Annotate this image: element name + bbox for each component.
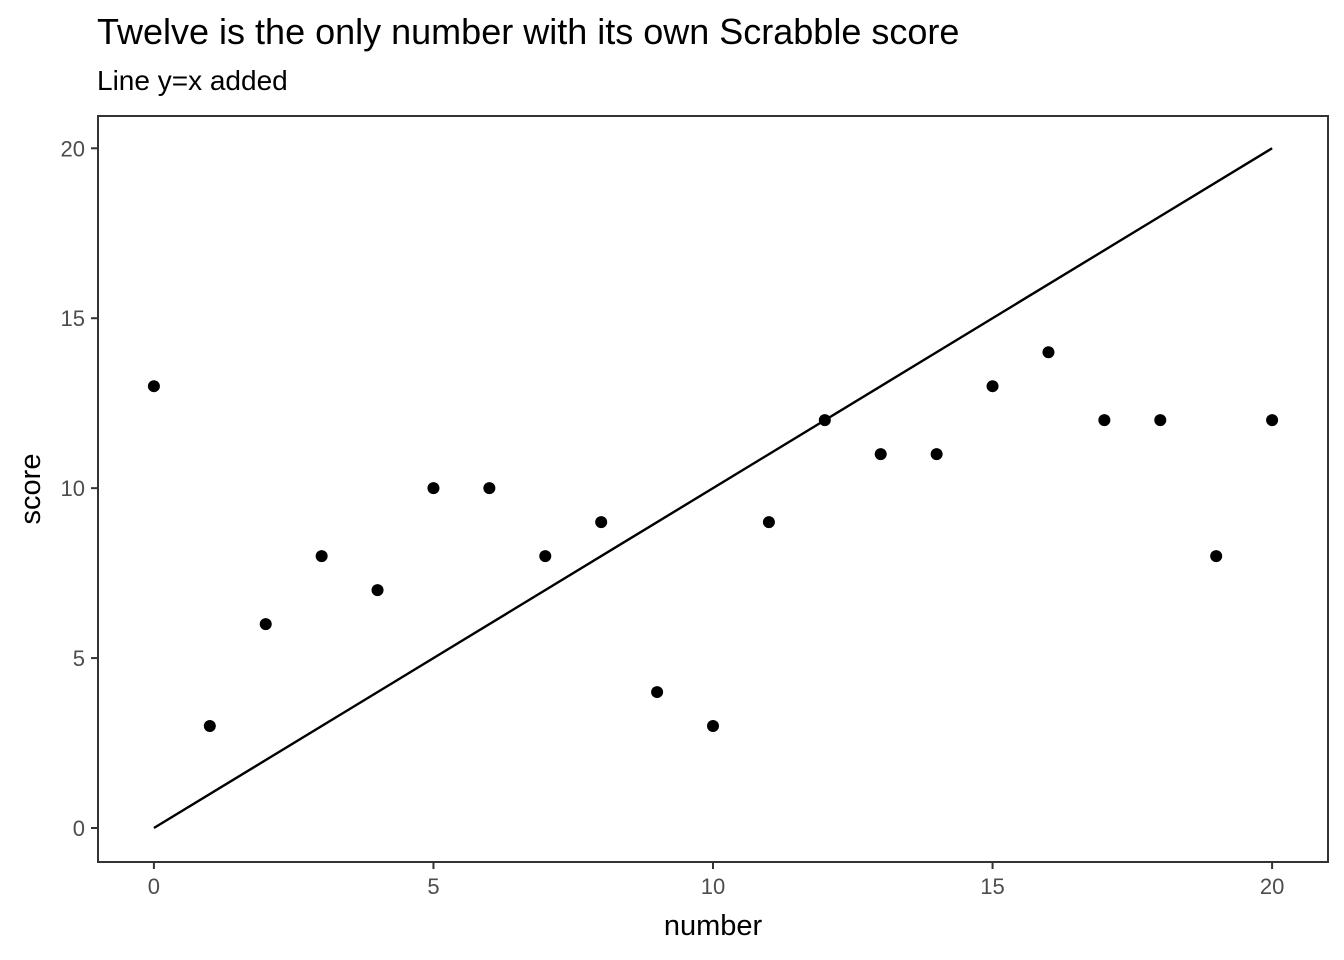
data-point <box>874 448 887 461</box>
data-point <box>930 448 943 461</box>
y-tick-label: 15 <box>61 306 85 331</box>
data-point <box>986 380 999 393</box>
data-point <box>371 584 384 597</box>
data-point <box>539 550 552 563</box>
data-point <box>315 550 328 563</box>
x-tick-label: 5 <box>427 874 439 899</box>
data-point <box>1154 414 1167 427</box>
y-tick-label: 20 <box>61 136 85 161</box>
data-point <box>818 414 831 427</box>
y-tick-label: 5 <box>73 646 85 671</box>
reference-line-layer <box>153 147 1273 830</box>
x-tick-label: 15 <box>980 874 1004 899</box>
x-tick-label: 10 <box>701 874 725 899</box>
data-point <box>651 686 664 699</box>
data-point <box>707 720 719 733</box>
plot-panel <box>97 115 1329 863</box>
data-point <box>1098 414 1111 427</box>
data-point <box>762 516 775 529</box>
x-axis: 0 5 10 15 20 <box>148 862 1284 899</box>
x-axis-title: number <box>664 910 763 942</box>
data-point <box>203 720 216 733</box>
data-point <box>1042 346 1055 359</box>
x-tick-label: 0 <box>148 874 160 899</box>
data-point <box>1210 550 1223 563</box>
y-axis-title: score <box>15 454 47 525</box>
data-point <box>1266 414 1279 427</box>
reference-line-y-equals-x <box>153 147 1273 830</box>
chart-title: Twelve is the only number with its own S… <box>97 11 959 52</box>
x-tick-label: 20 <box>1260 874 1284 899</box>
data-point <box>259 618 272 631</box>
data-point <box>147 380 160 393</box>
data-point <box>483 482 496 495</box>
data-point <box>427 482 440 495</box>
y-tick-label: 10 <box>61 476 85 501</box>
chart-subtitle: Line y=x added <box>97 65 288 96</box>
data-point <box>595 516 608 529</box>
y-axis: 0 5 10 15 20 <box>61 136 98 841</box>
points-layer <box>147 346 1279 733</box>
y-tick-label: 0 <box>73 816 85 841</box>
